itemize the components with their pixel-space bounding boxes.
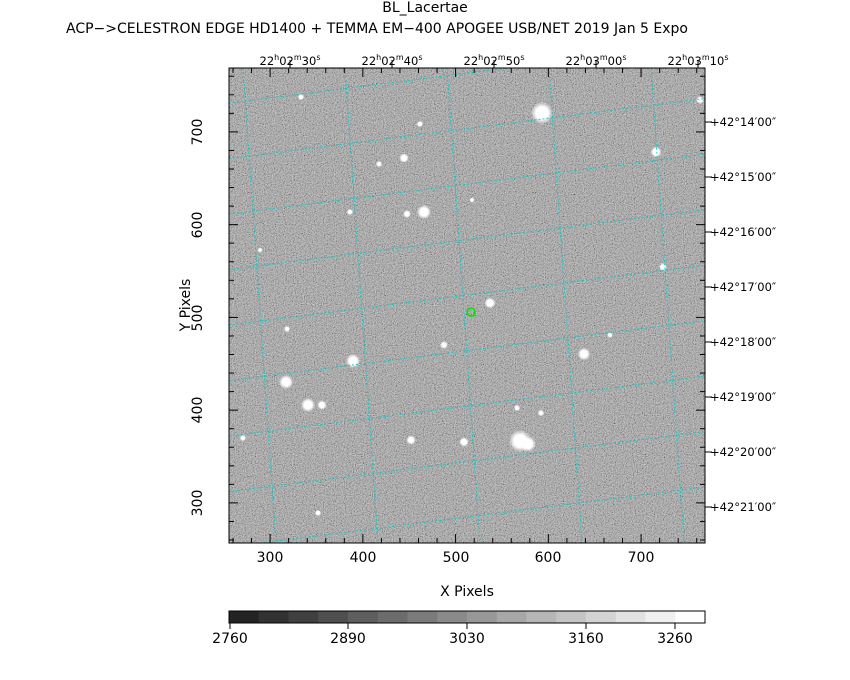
colorbar-step [377, 611, 408, 623]
target-marker [466, 307, 476, 317]
ra-label: 22h03m10s [667, 53, 729, 68]
y-tick-label: 300 [190, 489, 206, 517]
ra-label: 22h02m40s [361, 53, 423, 68]
colorbar-step [615, 611, 646, 623]
star [406, 435, 416, 445]
x-tick-label: 700 [627, 550, 655, 566]
y-tick-label: 600 [190, 211, 206, 239]
dec-label: +42°20′00″ [710, 445, 777, 459]
star [607, 332, 613, 338]
colorbar-tick-label: 2890 [330, 631, 366, 647]
colorbar-step [258, 611, 289, 623]
star [278, 374, 294, 390]
star [403, 210, 411, 218]
colorbar-step [556, 611, 587, 623]
dec-label: +42°16′00″ [710, 225, 777, 239]
star [469, 197, 475, 203]
y-axis-label: Y Pixels [178, 278, 194, 332]
colorbar-tick-label: 3260 [657, 631, 693, 647]
star [346, 208, 354, 216]
star [399, 153, 409, 163]
star [650, 146, 662, 158]
coordinate-grid [229, 68, 705, 543]
star [484, 297, 496, 309]
sky-image [229, 68, 705, 543]
colorbar [228, 610, 706, 629]
star [375, 160, 383, 168]
axis-ticks [229, 60, 712, 543]
x-tick-label: 500 [442, 550, 470, 566]
ra-label: 22h02m50s [463, 53, 525, 68]
colorbar-step [645, 611, 676, 623]
image-title: BL_Lacertae [382, 0, 468, 16]
star [440, 341, 448, 349]
star [530, 101, 554, 125]
observation-subtitle: ACP−>CELESTRON EDGE HD1400 + TEMMA EM−40… [66, 21, 688, 37]
colorbar-step [407, 611, 438, 623]
star [513, 404, 521, 412]
image-frame [228, 67, 706, 544]
colorbar-step [496, 611, 527, 623]
x-axis-label: X Pixels [440, 584, 494, 600]
star [577, 347, 591, 361]
colorbar-step [318, 611, 349, 623]
dec-label: +42°17′00″ [710, 280, 777, 294]
ra-label: 22h03m00s [565, 53, 627, 68]
colorbar-tick-label: 2760 [212, 631, 248, 647]
colorbar-step [437, 611, 468, 623]
dec-label: +42°15′00″ [710, 170, 777, 184]
colorbar-tick-label: 3160 [568, 631, 604, 647]
star [416, 120, 424, 128]
colorbar-step [229, 611, 260, 623]
colorbar-tick-label: 3030 [449, 631, 485, 647]
x-tick-label: 600 [534, 550, 562, 566]
ra-label: 22h02m30s [259, 53, 321, 68]
star [416, 204, 432, 220]
y-tick-label: 700 [190, 118, 206, 146]
colorbar-step [348, 611, 379, 623]
x-tick-label: 300 [256, 550, 284, 566]
dec-label: +42°19′00″ [710, 390, 777, 404]
star [537, 409, 545, 417]
star [257, 247, 263, 253]
colorbar-step [467, 611, 498, 623]
colorbar-step [586, 611, 617, 623]
star [297, 93, 305, 101]
star [314, 509, 322, 517]
star [345, 353, 361, 369]
colorbar-step [288, 611, 319, 623]
star [300, 397, 316, 413]
star [459, 437, 469, 447]
star [520, 436, 536, 452]
dec-label: +42°18′00″ [710, 335, 777, 349]
star [696, 96, 704, 104]
star [317, 400, 327, 410]
dec-label: +42°21′00″ [710, 500, 777, 514]
colorbar-step [675, 611, 706, 623]
y-tick-label: 400 [190, 396, 206, 424]
dec-label: +42°14′00″ [710, 115, 777, 129]
x-tick-label: 400 [349, 550, 377, 566]
star [239, 434, 247, 442]
colorbar-step [526, 611, 557, 623]
star [283, 325, 291, 333]
